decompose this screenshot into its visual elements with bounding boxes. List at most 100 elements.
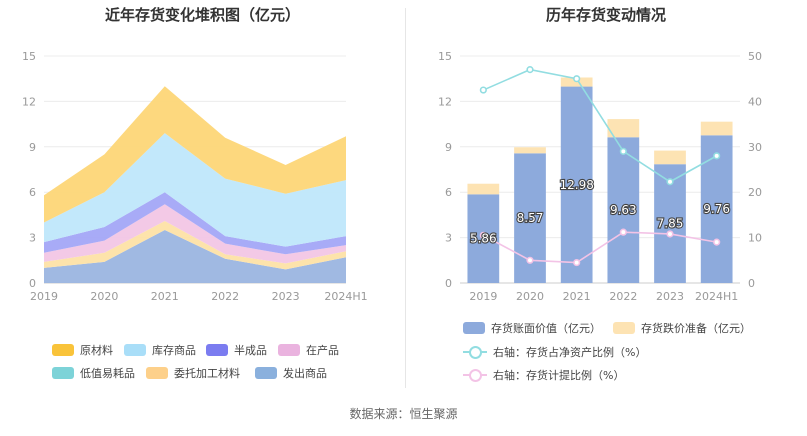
legend-line-marker [463, 369, 487, 382]
y-tick-label: 15 [438, 50, 452, 63]
y-tick-label: 15 [22, 50, 36, 63]
legend-swatch [206, 344, 228, 356]
bar-value-label: 5.86 [470, 232, 497, 246]
bar-impairment-reserve [700, 121, 733, 136]
x-tick-label: 2019 [469, 290, 497, 303]
y2-tick-label: 0 [748, 277, 755, 290]
y-tick-label: 6 [445, 186, 452, 199]
bar-book-value [700, 135, 733, 283]
legend-label: 库存商品 [152, 344, 196, 357]
legend-label: 发出商品 [283, 367, 327, 380]
line-point [619, 147, 627, 155]
line-series-右轴：存货占净资产比例（%） [483, 68, 718, 183]
x-tick-label: 2020 [516, 290, 544, 303]
y-tick-label: 0 [445, 277, 452, 290]
panel-divider [405, 8, 406, 388]
legend-label: 存货账面价值（亿元） [491, 322, 601, 335]
y-tick-label: 9 [29, 141, 36, 154]
y2-tick-label: 50 [748, 50, 762, 63]
legend-item[interactable]: 原材料 [52, 342, 113, 358]
legend-label: 右轴：存货计提比例（%） [493, 369, 625, 382]
y-tick-label: 3 [445, 232, 452, 245]
x-tick-label: 2023 [656, 290, 684, 303]
area-series-原材料 [44, 86, 346, 223]
legend-swatch [255, 367, 277, 379]
x-tick-label: 2021 [563, 290, 591, 303]
line-point [713, 238, 721, 246]
line-point [479, 86, 487, 94]
legend-swatch [278, 344, 300, 356]
x-tick-label: 2022 [609, 290, 637, 303]
y2-tick-label: 40 [748, 95, 762, 108]
bar-value-label: 12.98 [559, 178, 593, 192]
legend-swatch [146, 367, 168, 379]
legend-swatch [613, 322, 635, 334]
left-chart-title: 近年存货变化堆积图（亿元） [104, 6, 300, 24]
line-point [666, 178, 674, 186]
bar-value-label: 9.76 [703, 202, 730, 216]
legend-item[interactable]: 右轴：存货计提比例（%） [463, 367, 624, 383]
legend-item[interactable]: 委托加工材料 [146, 365, 240, 381]
x-tick-label: 2021 [151, 290, 179, 303]
legend-item[interactable]: 在产品 [278, 342, 339, 358]
legend-line-marker [463, 346, 487, 359]
x-tick-label: 2022 [211, 290, 239, 303]
bar-book-value [560, 86, 593, 283]
x-tick-label: 2020 [90, 290, 118, 303]
left-legend: 原材料 库存商品 半成品 在产品低值易耗品 委托加工材料 发出商品 [0, 0, 405, 400]
bar-value-label: 8.57 [517, 211, 544, 225]
stacked-area-chart: 0 3 6 9 12 15 2019 2020 2021 2022 2023 2024H1 [22, 50, 368, 303]
bar-impairment-reserve [467, 183, 500, 195]
legend-label: 在产品 [306, 344, 339, 357]
right-legend: 存货账面价值（亿元） 存货跌价准备（亿元） 右轴：存货占净资产比例（%） 右轴：存货计… [405, 0, 807, 400]
bar-impairment-reserve [514, 147, 546, 154]
legend-label: 低值易耗品 [80, 367, 135, 380]
x-tick-label: 2024H1 [324, 290, 367, 303]
area-series-在产品 [44, 204, 346, 264]
legend-swatch [52, 344, 74, 356]
area-series-发出商品 [44, 230, 346, 283]
x-tick-label: 2024H1 [695, 290, 738, 303]
y2-tick-label: 20 [748, 186, 762, 199]
line-point [479, 231, 487, 239]
line-point [666, 230, 674, 238]
y2-tick-label: 30 [748, 141, 762, 154]
bar-impairment-reserve [607, 119, 640, 138]
right-chart-panel: 历年存货变动情况 0 3 6 9 12 15 0 10 20 30 40 50 5.86 8.57 12.9… [405, 0, 807, 400]
legend-item[interactable]: 半成品 [206, 342, 267, 358]
y2-tick-label: 10 [748, 232, 762, 245]
right-chart-title: 历年存货变动情况 [545, 6, 666, 24]
line-point [526, 66, 534, 74]
legend-item[interactable]: 发出商品 [255, 365, 327, 381]
legend-label: 半成品 [234, 344, 267, 357]
line-point [573, 258, 581, 267]
legend-item[interactable]: 右轴：存货占净资产比例（%） [463, 344, 646, 360]
left-chart-panel: 近年存货变化堆积图（亿元） 0 3 6 9 12 15 2019 2020 2021 2022 20… [0, 0, 405, 400]
line-series-右轴：存货计提比例（%） [482, 231, 717, 264]
y-tick-label: 12 [22, 95, 36, 108]
line-point [573, 75, 581, 83]
bar-impairment-reserve [654, 150, 686, 165]
area-series-半成品 [44, 192, 346, 255]
legend-item[interactable]: 低值易耗品 [52, 365, 135, 381]
bar-value-label: 9.63 [610, 203, 637, 217]
bar-book-value [607, 137, 640, 283]
legend-swatch [124, 344, 146, 356]
area-series-委托加工材料 [44, 220, 346, 270]
legend-swatch [52, 367, 74, 379]
legend-label: 原材料 [80, 344, 113, 357]
bar-line-chart: 0 3 6 9 12 15 0 10 20 30 40 50 5.86 8.57 12.98 9.63 7.85… [438, 50, 762, 303]
legend-label: 存货跌价准备（亿元） [641, 322, 751, 335]
x-tick-label: 2019 [30, 290, 58, 303]
bar-value-label: 7.85 [657, 217, 684, 231]
legend-item[interactable]: 存货账面价值（亿元） [463, 320, 601, 336]
x-tick-label: 2023 [272, 290, 300, 303]
legend-label: 委托加工材料 [174, 367, 240, 380]
y-tick-label: 12 [438, 95, 452, 108]
y-tick-label: 9 [445, 141, 452, 154]
y-tick-label: 0 [29, 277, 36, 290]
data-source-note: 数据来源：恒生聚源 [349, 407, 458, 421]
legend-item[interactable]: 存货跌价准备（亿元） [613, 320, 751, 336]
legend-label: 右轴：存货占净资产比例（%） [493, 346, 647, 359]
legend-item[interactable]: 库存商品 [124, 342, 196, 358]
